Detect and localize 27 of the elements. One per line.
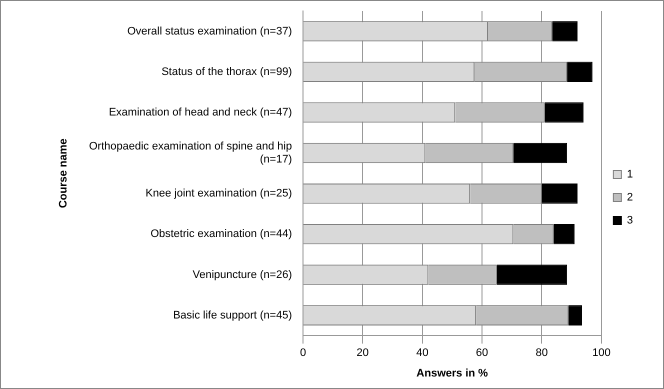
bar: [568, 305, 582, 326]
y-tick-label: Orthopaedic examination of spine and hip (n=17): [88, 140, 292, 166]
x-tick-label: 40: [416, 347, 428, 360]
legend-label: 3: [626, 214, 634, 227]
y-tick-label: Examination of head and neck (n=47): [108, 106, 292, 118]
legend-label: 2: [626, 192, 634, 204]
y-tick-label: Status of the thorax (n=99): [161, 66, 292, 78]
bar: [554, 224, 575, 244]
x-tick-label: 80: [536, 347, 548, 360]
y-tick-label: Venipuncture (n=26): [192, 268, 292, 281]
y-tick-label: Overall status examination (n=37): [127, 25, 292, 38]
bar: [567, 62, 592, 82]
bar: [496, 264, 568, 285]
legend-label: 1: [626, 168, 634, 181]
x-tick-label: 20: [356, 347, 369, 360]
x-axis-title: Answers in %: [416, 367, 488, 380]
x-tick-label: 60: [476, 347, 488, 360]
x-tick-label: 0: [300, 347, 306, 360]
bar: [544, 102, 584, 123]
y-axis-title: Course name: [58, 138, 70, 208]
y-tick-label: Basic life support (n=45): [173, 309, 292, 322]
bar: [513, 142, 568, 164]
bar: [542, 183, 578, 204]
bar: [552, 21, 578, 42]
y-tick-label: Knee joint examination (n=25): [146, 188, 292, 200]
y-tick-label: Obstetric examination (n=44): [150, 228, 292, 240]
x-tick-label: 100: [592, 347, 611, 360]
